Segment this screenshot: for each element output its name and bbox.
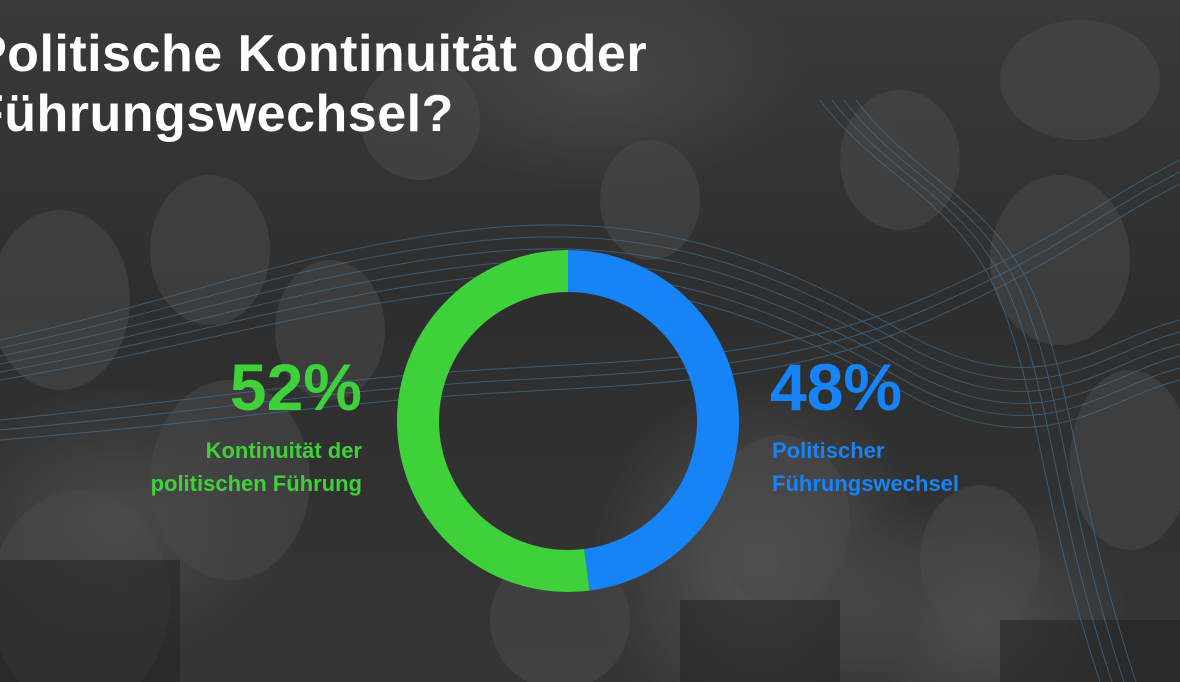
- chart-title: Politische Kontinuität oder Führungswech…: [0, 25, 648, 143]
- continuity-label: Kontinuität der politischen Führung: [150, 438, 362, 496]
- donut-slice-change: [567, 250, 739, 591]
- donut-chart: [397, 250, 739, 592]
- change-percent: 48%: [770, 350, 903, 424]
- donut-slice-continuity: [397, 250, 590, 592]
- change-label: Politischer Führungswechsel: [772, 438, 960, 496]
- continuity-percent: 52%: [229, 350, 362, 424]
